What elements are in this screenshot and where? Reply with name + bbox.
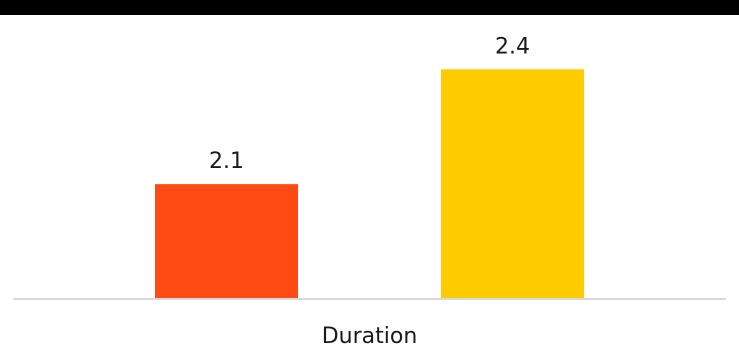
data-label-2: 2.4 [495,34,530,59]
bar-1 [155,184,298,299]
bar-2 [441,69,584,300]
category-label: Duration [322,324,418,345]
data-label-1: 2.1 [209,149,244,174]
bars-layer [155,69,584,300]
labels-layer: 2.1 2.4 Duration [209,34,530,345]
top-rule [0,0,739,15]
